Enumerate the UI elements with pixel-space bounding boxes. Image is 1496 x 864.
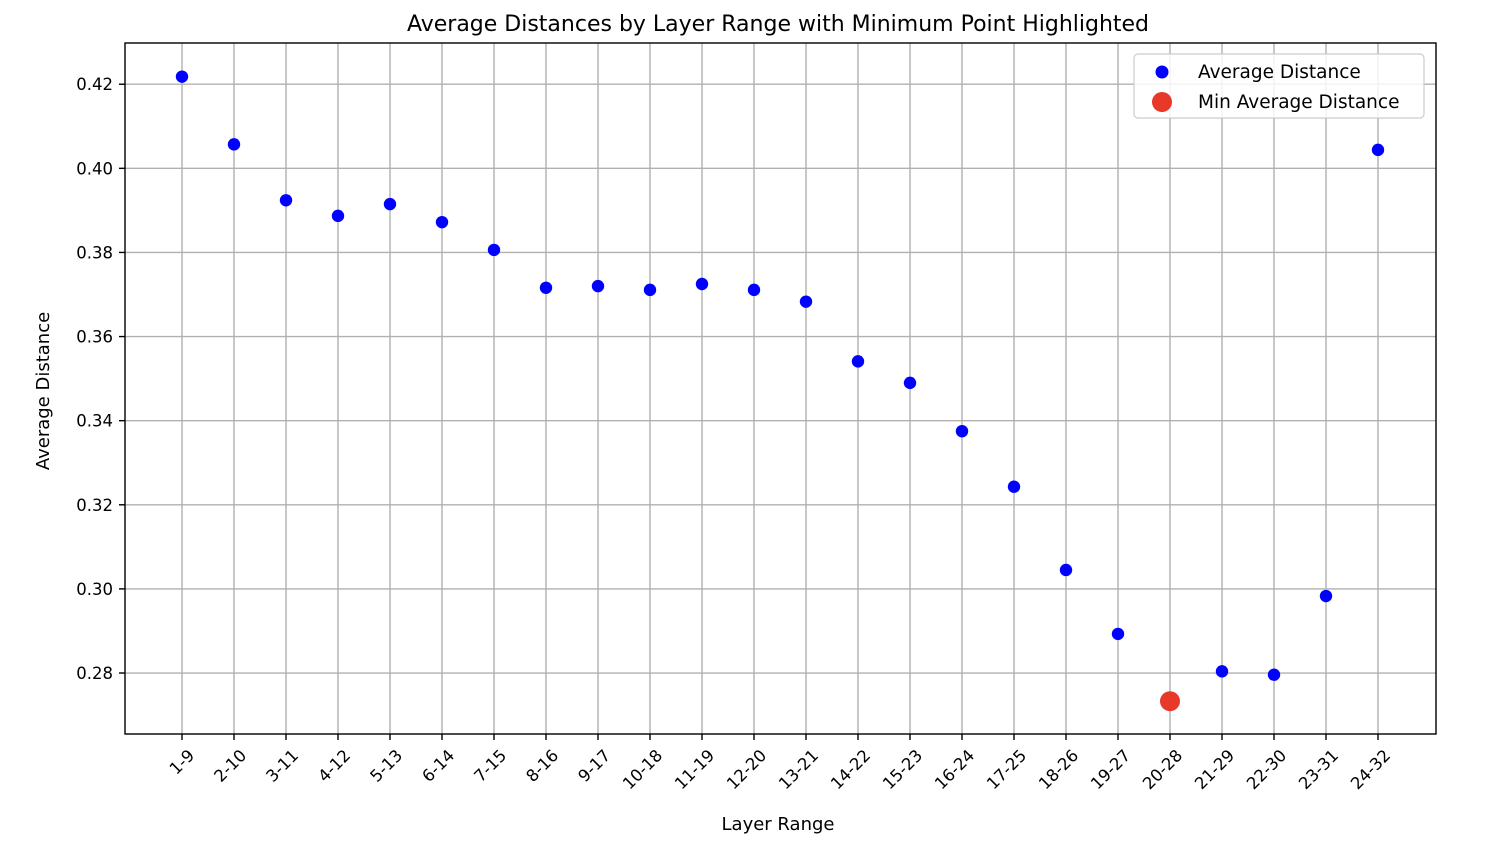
x-tick-label: 1-9 xyxy=(166,746,198,778)
y-tick-label: 0.38 xyxy=(76,243,113,262)
x-tick-label: 4-12 xyxy=(314,746,354,786)
data-point-average-distance xyxy=(383,197,397,211)
points-layer xyxy=(175,70,1385,712)
legend-marker-min-average-distance xyxy=(1152,92,1172,112)
x-tick-label: 20-28 xyxy=(1139,746,1186,793)
data-point-min-average-distance xyxy=(1160,691,1180,712)
legend-marker-average-distance xyxy=(1155,65,1169,79)
x-tick-label: 10-18 xyxy=(619,746,666,793)
data-point-average-distance xyxy=(591,279,605,293)
x-tick-label: 8-16 xyxy=(522,746,562,786)
data-point-average-distance xyxy=(435,215,449,229)
y-tick-label: 0.40 xyxy=(76,159,113,178)
data-point-average-distance xyxy=(227,138,241,151)
data-point-average-distance xyxy=(487,243,501,257)
data-point-average-distance xyxy=(1267,668,1281,681)
data-point-average-distance xyxy=(175,70,189,83)
data-point-average-distance xyxy=(279,194,293,207)
x-tick-label: 24-32 xyxy=(1347,746,1394,793)
x-tick-label: 9-17 xyxy=(574,746,614,786)
x-tick-label: 19-27 xyxy=(1087,746,1134,793)
y-axis-label: Average Distance xyxy=(33,312,54,470)
x-tick-label: 16-24 xyxy=(931,746,978,793)
y-tick-label: 0.34 xyxy=(76,412,113,431)
legend-label-min-average-distance: Min Average Distance xyxy=(1198,92,1399,113)
y-tick-label: 0.36 xyxy=(76,328,113,347)
data-point-average-distance xyxy=(1111,627,1125,641)
legend: Average Distance Min Average Distance xyxy=(1133,53,1425,119)
x-tick-label: 6-14 xyxy=(418,746,458,786)
chart-title: Average Distances by Layer Range with Mi… xyxy=(407,12,1149,37)
data-point-average-distance xyxy=(695,277,709,291)
y-tick-label: 0.28 xyxy=(76,664,113,683)
data-point-average-distance xyxy=(1007,480,1021,493)
data-point-average-distance xyxy=(1319,589,1333,603)
legend-label-average-distance: Average Distance xyxy=(1198,62,1361,83)
data-point-average-distance xyxy=(1215,665,1229,678)
data-point-average-distance xyxy=(643,283,657,297)
y-tick-label: 0.32 xyxy=(76,496,113,515)
ticks-layer: 1-9 2-10 3-11 4-12 5-13 6-14 7-15 8-16 9-17 10-18… xyxy=(76,75,1394,793)
data-point-average-distance xyxy=(539,281,553,294)
legend-box xyxy=(1133,53,1425,119)
data-point-average-distance xyxy=(851,355,865,368)
x-tick-label: 3-11 xyxy=(262,746,302,786)
y-tick-label: 0.42 xyxy=(76,75,113,94)
x-tick-label: 18-26 xyxy=(1035,746,1082,793)
data-point-average-distance xyxy=(1059,563,1073,577)
data-point-average-distance xyxy=(799,295,813,308)
y-tick-label: 0.30 xyxy=(76,580,113,599)
x-tick-label: 22-30 xyxy=(1243,746,1290,793)
x-tick-label: 17-25 xyxy=(983,746,1030,793)
x-tick-label: 13-21 xyxy=(775,746,822,793)
x-tick-label: 23-31 xyxy=(1295,746,1342,793)
x-tick-label: 5-13 xyxy=(366,746,406,786)
data-point-average-distance xyxy=(1371,143,1385,157)
plot-frame xyxy=(124,42,1437,735)
x-tick-label: 7-15 xyxy=(470,746,510,786)
data-point-average-distance xyxy=(747,283,761,297)
x-axis-label: Layer Range xyxy=(722,814,835,835)
data-point-average-distance xyxy=(331,209,345,223)
data-point-average-distance xyxy=(955,424,969,438)
x-tick-label: 14-22 xyxy=(827,746,874,793)
grid-layer xyxy=(125,43,1436,734)
x-tick-label: 12-20 xyxy=(723,746,770,793)
data-point-average-distance xyxy=(903,376,917,390)
x-tick-label: 15-23 xyxy=(879,746,926,793)
x-tick-label: 21-29 xyxy=(1191,746,1238,793)
x-tick-label: 2-10 xyxy=(210,746,250,786)
x-tick-label: 11-19 xyxy=(671,746,718,793)
